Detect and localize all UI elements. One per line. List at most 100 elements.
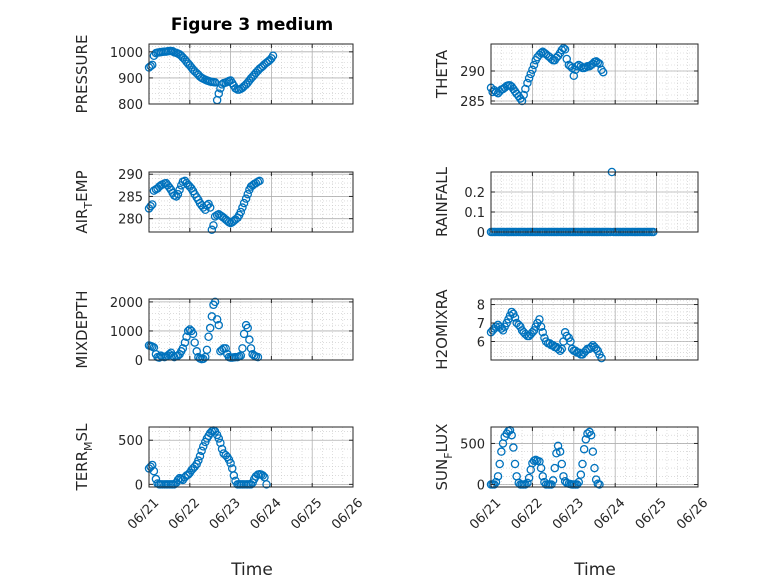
- data-point: [597, 353, 606, 363]
- axes-box: [148, 43, 354, 105]
- axes-box: [148, 298, 354, 361]
- data-point: [555, 447, 565, 456]
- data-point: [550, 463, 560, 473]
- y-tick-label: 2000: [110, 296, 143, 311]
- subplot-2: 285 290 THETA: [433, 43, 699, 110]
- data-series: [144, 426, 271, 489]
- data-point: [493, 472, 503, 481]
- data-point: [146, 61, 155, 71]
- data-point: [217, 444, 227, 454]
- data-point: [538, 328, 548, 337]
- data-point: [241, 194, 251, 203]
- data-point: [246, 344, 256, 353]
- data-point: [523, 78, 532, 88]
- y-tick-label: 0: [477, 226, 485, 241]
- data-point: [578, 459, 587, 469]
- data-point: [255, 176, 264, 186]
- y-tick-label: 0.1: [464, 206, 485, 221]
- data-point: [190, 462, 199, 471]
- data-point: [214, 89, 224, 98]
- data-point: [243, 323, 252, 333]
- data-point: [239, 329, 249, 339]
- data-point: [510, 459, 520, 469]
- y-tick-label: 285: [460, 95, 485, 110]
- data-point: [581, 63, 591, 72]
- data-point: [595, 480, 604, 489]
- subplot-6: 6 7 8 H2OMIXRA: [433, 289, 699, 370]
- data-point: [576, 470, 586, 479]
- data-point: [146, 201, 155, 211]
- data-point: [553, 441, 563, 451]
- data-point: [180, 338, 190, 347]
- y-tick-label: 0: [135, 354, 143, 369]
- data-series: [144, 46, 278, 105]
- data-point: [538, 472, 548, 481]
- y-axis-label: AIRTEMP: [73, 170, 95, 233]
- axes-box: [490, 43, 699, 105]
- data-point: [212, 315, 222, 324]
- y-axis-label: THETA: [433, 49, 451, 99]
- data-point: [149, 466, 159, 476]
- data-point: [536, 322, 546, 331]
- y-tick-label: 500: [118, 434, 143, 449]
- axes-box: [490, 426, 699, 488]
- subplot-3: 280 285 290 AIRTEMP: [73, 168, 354, 235]
- data-point: [590, 463, 599, 473]
- y-axis-label: SUNFLUX: [433, 424, 455, 491]
- data-point: [509, 443, 518, 452]
- data-point: [536, 48, 546, 58]
- data-point: [579, 444, 589, 454]
- data-point: [559, 472, 568, 481]
- data-series: [144, 297, 263, 364]
- data-point: [491, 322, 501, 331]
- y-axis-label: H2OMIXRA: [433, 289, 451, 370]
- y-tick-label: 290: [118, 168, 143, 183]
- y-tick-label: 1000: [110, 46, 143, 61]
- data-point: [588, 447, 598, 456]
- data-point: [553, 344, 563, 354]
- data-point: [497, 447, 506, 456]
- data-point: [586, 430, 596, 440]
- data-point: [172, 192, 181, 201]
- data-point: [536, 463, 546, 473]
- axes-box: [490, 171, 699, 233]
- data-point: [529, 60, 539, 70]
- data-point: [598, 67, 608, 77]
- y-axis-label: RAINFALL: [433, 166, 451, 237]
- data-point: [210, 297, 220, 307]
- x-axis-label-left: Time: [230, 560, 273, 580]
- data-point: [226, 458, 235, 468]
- data-point: [557, 459, 567, 469]
- data-point: [205, 203, 215, 212]
- data-point: [593, 58, 603, 67]
- data-point: [175, 185, 184, 195]
- figure-title: Figure 3 medium: [171, 15, 333, 35]
- data-point: [559, 43, 568, 53]
- data-point: [202, 345, 212, 355]
- data-point: [524, 73, 534, 83]
- data-point: [507, 430, 516, 440]
- y-tick-label: 0: [135, 478, 143, 493]
- y-tick-label: 290: [460, 65, 485, 80]
- data-point: [199, 442, 208, 451]
- data-point: [239, 198, 249, 208]
- y-tick-label: 1000: [110, 325, 143, 340]
- axes-box: [490, 298, 699, 361]
- data-point: [495, 459, 504, 469]
- data-point: [547, 480, 556, 489]
- y-tick-label: 285: [118, 190, 143, 205]
- data-point: [197, 446, 206, 456]
- data-point: [581, 435, 591, 444]
- axes-box: [148, 426, 354, 488]
- data-point: [243, 189, 252, 199]
- y-tick-label: 280: [118, 213, 143, 228]
- data-point: [217, 345, 227, 355]
- data-point: [199, 354, 208, 364]
- data-series: [486, 43, 608, 106]
- data-point: [173, 189, 183, 199]
- y-tick-label: 0.2: [464, 186, 485, 201]
- data-point: [216, 438, 225, 448]
- data-point: [597, 65, 606, 75]
- y-tick-label: 6: [477, 336, 485, 351]
